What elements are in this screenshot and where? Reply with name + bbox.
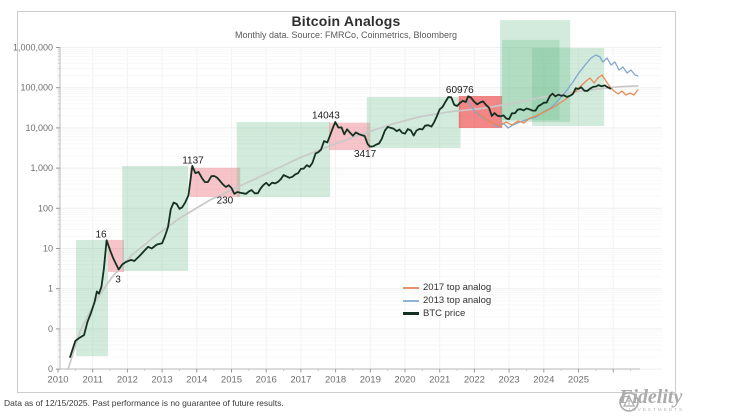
y-axis-label: 100,000 <box>20 83 53 93</box>
chart-subtitle: Monthly data. Source: FMRCo, Coinmetrics… <box>234 30 458 40</box>
y-axis-label: 10,000 <box>25 123 53 133</box>
fidelity-name: Fidelity <box>619 386 683 408</box>
annotation-3: 3 <box>115 274 121 285</box>
annotation-14043: 14043 <box>312 110 340 121</box>
fidelity-logo: Fidelity INVESTMENTS <box>617 387 742 416</box>
x-axis-label: 2015 <box>221 375 242 386</box>
y-axis-label: 0 <box>48 324 53 334</box>
y-axis-label: 1,000,000 <box>13 43 53 53</box>
x-axis-label: 2018 <box>325 375 346 386</box>
chart-title: Bitcoin Analogs <box>291 13 401 29</box>
x-axis-label: 2011 <box>82 375 102 386</box>
annotation-16: 16 <box>95 229 107 240</box>
x-axis-label: 2024 <box>533 375 554 386</box>
fidelity-wordmark: Fidelity INVESTMENTS <box>619 387 684 413</box>
analog-band-green <box>500 20 571 123</box>
y-axis-label: 10 <box>43 244 53 254</box>
legend-item-btc-price: BTC price <box>403 307 491 320</box>
x-axis-label: 2022 <box>464 375 485 386</box>
fidelity-pyramid-icon <box>619 392 639 412</box>
analog-band-pink <box>107 239 124 273</box>
x-axis-label: 2021 <box>429 375 450 386</box>
analog-band-green <box>236 122 331 198</box>
x-axis-label: 2019 <box>360 375 381 386</box>
analog-band-green <box>502 39 560 121</box>
legend-swatch-btc-price <box>403 312 419 315</box>
x-axis-label: 2025 <box>568 375 589 386</box>
legend-label: 2013 top analog <box>423 295 492 306</box>
x-axis-label: 2023 <box>499 375 520 386</box>
annotation-1137: 1137 <box>182 155 204 166</box>
chart-legend: 2017 top analog 2013 top analog BTC pric… <box>403 281 491 320</box>
annotation-60976: 60976 <box>446 85 474 96</box>
analog-band-green <box>76 239 108 357</box>
x-axis-label: 2020 <box>394 375 415 386</box>
legend-swatch-2013-analog <box>403 299 419 302</box>
x-axis-label: 2013 <box>152 375 173 386</box>
legend-label: BTC price <box>423 308 466 319</box>
annotation-3417: 3417 <box>354 149 377 160</box>
x-axis-label: 2010 <box>47 375 68 386</box>
btc-price-line <box>69 84 612 358</box>
y-axis-label: 1,000 <box>30 163 53 173</box>
y-axis-label: 0 <box>48 364 53 374</box>
legend-item-2013-analog: 2013 top analog <box>403 294 491 307</box>
legend-swatch-2017-analog <box>403 286 419 289</box>
y-axis-label: 1 <box>48 284 53 294</box>
x-axis-label: 2014 <box>186 375 207 386</box>
x-axis-label: 2017 <box>290 375 311 386</box>
annotation-230: 230 <box>217 195 234 206</box>
legend-item-2017-analog: 2017 top analog <box>403 281 491 294</box>
legend-label: 2017 top analog <box>423 282 492 293</box>
fidelity-investments-text: INVESTMENTS <box>629 407 685 412</box>
analog-band-green <box>366 96 461 149</box>
y-axis-label: 100 <box>38 203 53 213</box>
x-axis-label: 2012 <box>117 375 138 386</box>
x-axis-label: 2016 <box>256 375 277 386</box>
disclaimer-text: Data as of 12/15/2025. Past performance … <box>4 398 284 408</box>
